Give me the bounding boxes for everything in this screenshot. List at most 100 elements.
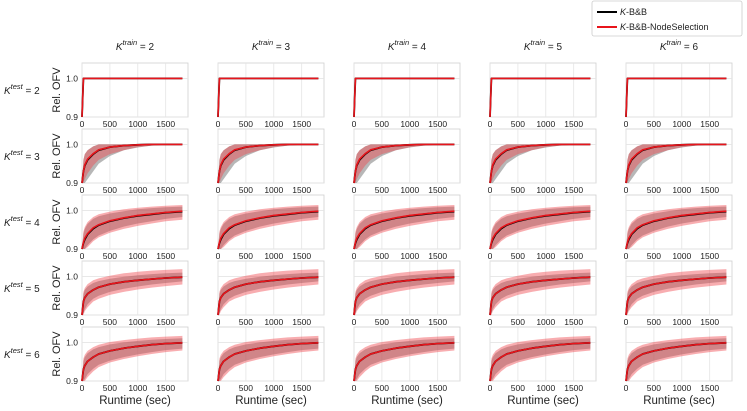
x-tick-label: 1500	[564, 185, 583, 195]
x-tick-label: 500	[511, 383, 525, 393]
x-tick-label: 1500	[564, 119, 583, 129]
row-label-4-value: = 6	[23, 350, 40, 361]
x-axis-label: Runtime (sec)	[643, 395, 715, 407]
node-selection-band	[626, 144, 727, 183]
x-tick-label: 0	[488, 119, 493, 129]
column-label-1: Ktrain = 3	[252, 38, 291, 53]
panel-r2-c2: 0 500 1000 1500	[352, 194, 461, 261]
node-selection-band	[490, 335, 591, 381]
x-tick-label: 500	[375, 383, 389, 393]
x-tick-label: 1000	[672, 383, 691, 393]
x-tick-label: 500	[375, 185, 389, 195]
node-selection-line	[81, 276, 183, 316]
row-label-1-value: = 3	[23, 152, 40, 163]
row-label-0: Ktest = 2	[4, 82, 40, 97]
panel-r0-c2: 0 500 1000 1500	[352, 62, 461, 129]
x-tick-label: 0	[216, 317, 221, 327]
x-tick-label: 1000	[264, 119, 283, 129]
node-selection-band	[82, 335, 183, 381]
x-tick-label: 500	[647, 251, 661, 261]
panel-r1-c1: 0 500 1000 1500	[216, 128, 325, 195]
x-tick-label: 0	[624, 383, 629, 393]
node-selection-band	[82, 144, 183, 183]
kbb-band	[354, 144, 455, 183]
column-label-3-symbol: K	[524, 42, 532, 53]
x-tick-label: 0	[216, 185, 221, 195]
column-label-4-value: = 6	[681, 42, 698, 53]
x-tick-label: 1000	[672, 317, 691, 327]
x-tick-label: 0	[80, 251, 85, 261]
legend-entry-node-selection-prefix: K	[620, 22, 627, 32]
panel-frame	[217, 62, 325, 118]
x-tick-label: 500	[239, 185, 253, 195]
column-label-3-superscript: train	[531, 38, 546, 47]
x-tick-label: 0	[352, 185, 357, 195]
column-label-1-value: = 3	[273, 42, 290, 53]
column-label-1-symbol: K	[252, 42, 260, 53]
row-label-2-symbol: K	[4, 218, 12, 229]
legend-entry-node-selection-label: -B&B-NodeSelection	[626, 22, 709, 32]
column-label-0-value: = 2	[137, 42, 154, 53]
x-tick-label: 500	[103, 185, 117, 195]
x-tick-label: 500	[103, 119, 117, 129]
node-selection-band	[218, 335, 319, 381]
legend-entry-kbb: K-B&B	[620, 7, 647, 17]
legend-entry-kbb-prefix: K	[620, 7, 627, 17]
panel-r0-c4: 0 500 1000 1500	[624, 62, 733, 129]
panel-r3-c3: 0 500 1000 1500	[488, 260, 597, 327]
y-tick-label: 1.0	[66, 139, 78, 149]
x-tick-label: 1500	[564, 251, 583, 261]
y-tick-label: 0.9	[66, 112, 78, 122]
x-axis-label: Runtime (sec)	[371, 395, 443, 407]
row-label-4-superscript: test	[11, 346, 24, 355]
x-tick-label: 500	[647, 317, 661, 327]
x-tick-label: 1000	[400, 119, 419, 129]
y-axis-label: Rel. OFV	[51, 331, 63, 377]
x-tick-label: 1000	[400, 251, 419, 261]
node-selection-line	[217, 276, 319, 316]
x-tick-label: 1500	[292, 383, 311, 393]
x-tick-label: 1500	[564, 383, 583, 393]
x-tick-label: 0	[488, 317, 493, 327]
x-tick-label: 0	[216, 383, 221, 393]
kbb-band	[354, 206, 455, 249]
x-tick-label: 1500	[428, 185, 447, 195]
kbb-band	[218, 338, 319, 381]
y-axis-label: Rel. OFV	[51, 265, 63, 311]
x-tick-label: 1000	[536, 119, 555, 129]
x-tick-label: 500	[511, 251, 525, 261]
y-tick-label: 1.0	[66, 205, 78, 215]
node-selection-line	[625, 210, 727, 250]
row-label-1: Ktest = 3	[4, 148, 40, 163]
panel-r4-c4: 0 500 1000 1500 Runtime (sec)	[624, 326, 733, 407]
panel-r2-c1: 0 500 1000 1500	[216, 194, 325, 261]
x-tick-label: 1500	[292, 251, 311, 261]
panel-r1-c2: 0 500 1000 1500	[352, 128, 461, 195]
x-tick-label: 1500	[156, 317, 175, 327]
kbb-band	[626, 144, 727, 183]
kbb-band	[218, 144, 319, 183]
x-tick-label: 1500	[428, 383, 447, 393]
x-tick-label: 1000	[400, 317, 419, 327]
x-tick-label: 1000	[536, 185, 555, 195]
x-tick-label: 0	[488, 185, 493, 195]
node-selection-band	[218, 205, 319, 249]
x-tick-label: 500	[647, 383, 661, 393]
node-selection-band	[626, 269, 727, 315]
kbb-band	[82, 272, 183, 315]
node-selection-line	[217, 342, 319, 382]
x-tick-label: 500	[239, 383, 253, 393]
node-selection-band	[626, 205, 727, 249]
panel-r4-c3: 0 500 1000 1500 Runtime (sec)	[488, 326, 597, 407]
row-label-4-symbol: K	[4, 350, 12, 361]
kbb-band	[354, 272, 455, 315]
x-tick-label: 500	[647, 185, 661, 195]
node-selection-band	[490, 144, 591, 183]
column-label-0: Ktrain = 2	[116, 38, 155, 53]
kbb-band	[82, 338, 183, 381]
row-label-3-value: = 5	[23, 284, 40, 295]
node-selection-line	[489, 342, 591, 382]
panel-r2-c4: 0 500 1000 1500	[624, 194, 733, 261]
